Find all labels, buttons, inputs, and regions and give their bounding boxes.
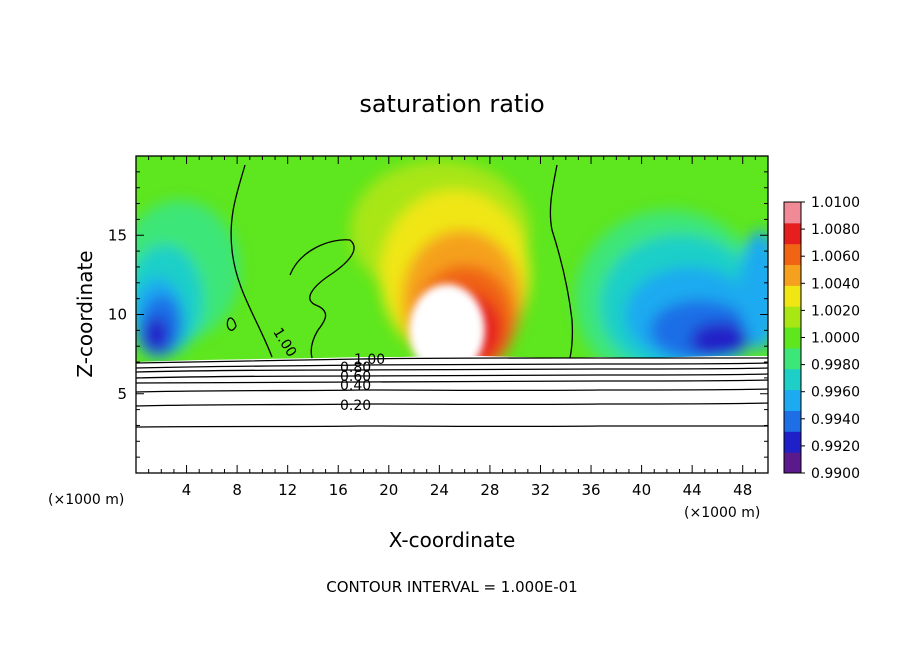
contour-label: 0.80 [340, 360, 371, 376]
colorbar-band [784, 347, 801, 370]
x-tick-label: 20 [379, 481, 398, 499]
lower-layer [136, 356, 768, 473]
colorbar-label: 0.9940 [811, 412, 860, 428]
colorbar: 1.0100 1.0080 1.0060 1.0040 1.0020 1.0000 0.99… [783, 195, 860, 482]
colorbar-band [784, 243, 801, 266]
x-unit-right: (×1000 m) [684, 505, 760, 521]
y-axis-title: Z-coordinate [73, 250, 97, 377]
y-tick-label: 15 [108, 226, 127, 244]
y-tick-label: 5 [117, 385, 127, 403]
contour-lines [136, 164, 768, 428]
x-axis-ticks: 4 8 12 16 20 24 28 32 36 40 44 48 [148, 156, 756, 499]
contour-label: 0.60 [340, 369, 371, 385]
x-tick-label: 32 [531, 481, 550, 499]
colorbar-band [784, 285, 801, 307]
colorbar-label: 1.0060 [811, 249, 860, 265]
colorbar-label: 1.0080 [811, 222, 860, 238]
contour-line [226, 317, 237, 331]
colorbar-label: 0.9900 [811, 466, 860, 482]
x-tick-label: 36 [581, 481, 600, 499]
x-tick-label: 4 [182, 481, 192, 499]
contour-line [136, 379, 768, 384]
colorbar-bands [784, 202, 801, 474]
colorbar-band [784, 327, 801, 349]
field-void [409, 284, 485, 376]
saturation-field: 1.00 1.00 0.80 0.60 0.40 0.20 [136, 156, 768, 473]
colorbar-label: 1.0000 [811, 331, 860, 347]
contour-label: 0.20 [340, 398, 371, 414]
field-blob [141, 317, 169, 353]
colorbar-label: 0.9980 [811, 358, 860, 374]
y-tick-label: 10 [108, 306, 127, 324]
x-tick-label: 16 [329, 481, 348, 499]
colorbar-band [784, 452, 801, 474]
colorbar-band [784, 431, 801, 453]
colorbar-band [784, 222, 801, 245]
colorbar-band [784, 202, 801, 224]
x-tick-label: 48 [733, 481, 752, 499]
contour-line [136, 402, 768, 407]
plot-area: 1.00 1.00 0.80 0.60 0.40 0.20 4 8 12 16 20 24… [108, 155, 769, 499]
x-tick-label: 12 [278, 481, 297, 499]
colorbar-label: 1.0100 [811, 195, 860, 211]
x-tick-label: 40 [632, 481, 651, 499]
x-axis-title: X-coordinate [389, 528, 516, 552]
contour-line [136, 367, 768, 373]
colorbar-band [784, 368, 801, 391]
contour-line [136, 388, 768, 393]
colorbar-label: 0.9960 [811, 385, 860, 401]
contour-line [136, 362, 768, 369]
contour-label: 1.00 [354, 352, 385, 368]
contour-line [289, 239, 355, 359]
colorbar-label: 1.0020 [811, 303, 860, 319]
field-blob [690, 322, 750, 358]
contour-labels: 1.00 1.00 0.80 0.60 0.40 0.20 [269, 325, 385, 414]
contour-line [549, 164, 574, 359]
x-tick-label: 8 [232, 481, 242, 499]
colorbar-label: 1.0040 [811, 276, 860, 292]
contour-line [136, 425, 768, 428]
contour-line [136, 357, 768, 364]
colorbar-label: 0.9920 [811, 439, 860, 455]
x-unit-left: (×1000 m) [48, 492, 124, 508]
x-tick-label: 28 [480, 481, 499, 499]
contour-label: 0.40 [340, 378, 371, 394]
contour-line [230, 164, 273, 358]
colorbar-band [784, 306, 801, 328]
y-axis-ticks: 5 10 15 [108, 171, 768, 458]
contour-interval-note: CONTOUR INTERVAL = 1.000E-01 [326, 578, 577, 596]
field-blob [740, 230, 768, 350]
colorbar-band [784, 410, 801, 432]
contour-line [136, 373, 768, 379]
colorbar-band [784, 264, 801, 286]
x-tick-label: 44 [683, 481, 702, 499]
chart-title: saturation ratio [359, 90, 544, 118]
colorbar-band [784, 389, 801, 411]
colorbar-labels: 1.0100 1.0080 1.0060 1.0040 1.0020 1.0000 0.99… [801, 195, 860, 482]
x-tick-label: 24 [430, 481, 449, 499]
